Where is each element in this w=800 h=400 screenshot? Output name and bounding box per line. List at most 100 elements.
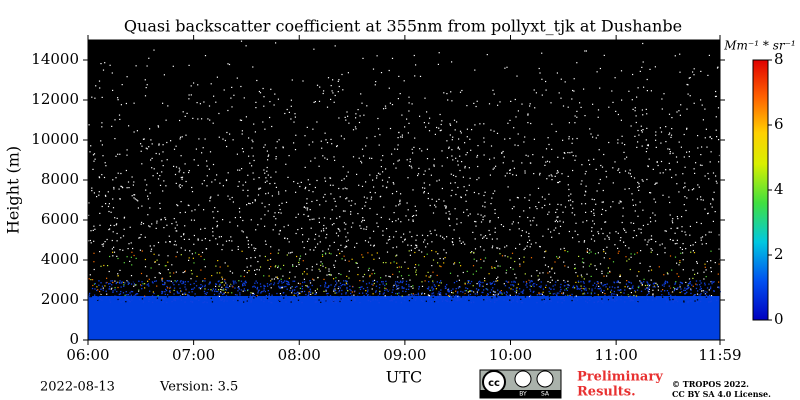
speckle	[258, 187, 260, 189]
speckle	[248, 202, 250, 204]
speckle	[646, 178, 648, 181]
speckle	[268, 300, 270, 302]
speckle	[495, 260, 497, 262]
speckle	[571, 296, 573, 298]
speckle	[659, 244, 661, 246]
speckle	[99, 298, 101, 300]
speckle	[443, 262, 445, 264]
speckle	[280, 297, 282, 299]
speckle	[213, 217, 215, 219]
speckle	[421, 281, 423, 283]
speckle	[343, 178, 345, 180]
speckle	[93, 153, 96, 155]
speckle	[464, 167, 466, 169]
speckle	[490, 283, 492, 285]
speckle	[133, 295, 135, 297]
speckle	[494, 267, 496, 269]
speckle	[530, 275, 533, 277]
speckle	[494, 299, 496, 301]
speckle	[267, 159, 269, 161]
speckle	[504, 175, 506, 177]
speckle	[127, 283, 129, 285]
speckle	[120, 286, 122, 288]
speckle	[525, 231, 527, 233]
speckle	[179, 138, 181, 140]
speckle	[280, 280, 283, 283]
speckle	[583, 240, 586, 242]
speckle	[600, 290, 602, 292]
speckle	[632, 285, 634, 287]
speckle	[656, 284, 659, 287]
speckle	[295, 216, 297, 218]
speckle	[348, 200, 350, 202]
speckle	[472, 296, 474, 298]
speckle	[171, 264, 173, 266]
speckle	[679, 260, 681, 262]
speckle	[274, 212, 276, 214]
speckle	[278, 249, 280, 251]
speckle	[167, 105, 169, 107]
speckle	[451, 299, 453, 302]
speckle	[568, 138, 570, 140]
speckle	[708, 294, 711, 297]
speckle	[241, 130, 243, 132]
speckle	[264, 290, 266, 293]
speckle	[398, 204, 400, 206]
speckle	[144, 266, 147, 268]
speckle	[180, 155, 182, 157]
speckle	[175, 244, 177, 246]
speckle	[464, 142, 466, 144]
speckle	[335, 284, 337, 286]
speckle	[506, 245, 508, 247]
speckle	[493, 267, 495, 269]
speckle	[583, 278, 585, 280]
speckle	[380, 297, 382, 299]
speckle	[348, 270, 350, 272]
speckle	[493, 291, 495, 293]
speckle	[230, 236, 232, 238]
speckle	[655, 298, 657, 300]
speckle	[684, 166, 686, 168]
speckle	[494, 291, 496, 293]
speckle	[672, 218, 674, 220]
speckle	[263, 298, 266, 301]
speckle	[707, 74, 709, 76]
speckle	[687, 287, 689, 290]
speckle	[624, 286, 626, 288]
speckle	[475, 225, 477, 227]
speckle	[528, 236, 530, 238]
speckle	[508, 281, 510, 283]
speckle	[333, 223, 335, 225]
speckle	[564, 295, 567, 297]
speckle	[149, 226, 151, 228]
speckle	[621, 142, 623, 144]
speckle	[590, 210, 592, 213]
speckle	[388, 218, 391, 220]
speckle	[699, 164, 702, 166]
speckle	[386, 186, 388, 188]
speckle	[670, 227, 672, 230]
speckle	[493, 295, 496, 297]
speckle	[493, 281, 495, 283]
speckle	[347, 239, 349, 241]
speckle	[383, 206, 385, 208]
speckle	[594, 297, 596, 299]
speckle	[523, 141, 525, 143]
speckle	[524, 170, 526, 172]
speckle	[424, 97, 426, 99]
speckle	[611, 286, 614, 288]
speckle	[331, 90, 333, 92]
speckle	[565, 288, 567, 290]
speckle	[295, 265, 298, 267]
speckle	[507, 186, 509, 188]
speckle	[605, 221, 607, 223]
speckle	[484, 298, 486, 300]
speckle	[173, 284, 175, 286]
speckle	[335, 205, 337, 207]
speckle	[257, 194, 260, 196]
speckle	[469, 213, 471, 215]
speckle	[456, 218, 458, 220]
speckle	[275, 171, 277, 173]
speckle	[332, 92, 334, 94]
plot-frame	[87, 39, 721, 341]
